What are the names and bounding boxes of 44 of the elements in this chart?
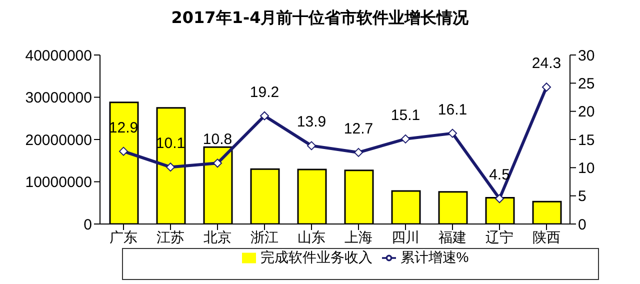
point bbox=[119, 146, 128, 156]
data-label: 24.3 bbox=[532, 55, 562, 72]
y2-tick-label: 5 bbox=[578, 188, 586, 206]
y-tick-label: 40000000 bbox=[25, 47, 92, 64]
legend-label: 累计增速% bbox=[400, 249, 469, 265]
data-label: 19.2 bbox=[250, 84, 280, 101]
point bbox=[213, 158, 222, 168]
y-tick-label: 0 bbox=[84, 216, 92, 234]
x-tick-label: 山东 bbox=[298, 228, 326, 245]
y2-tick-label: 25 bbox=[578, 75, 595, 92]
y2-tick-label: 20 bbox=[578, 104, 595, 121]
data-label: 13.9 bbox=[296, 114, 326, 131]
x-tick-label: 陕西 bbox=[532, 228, 560, 245]
y-tick-label: 20000000 bbox=[25, 132, 92, 149]
y2-tick-label: 10 bbox=[578, 160, 595, 177]
data-label: 16.1 bbox=[438, 101, 468, 118]
point bbox=[307, 141, 316, 150]
x-tick-label: 上海 bbox=[344, 228, 372, 245]
point bbox=[448, 128, 457, 138]
data-label: 12.9 bbox=[108, 119, 138, 136]
x-tick-label: 北京 bbox=[204, 228, 232, 245]
x-tick-label: 辽宁 bbox=[486, 228, 514, 245]
data-label: 10.8 bbox=[202, 131, 232, 148]
point bbox=[354, 148, 363, 157]
y-tick-label: 30000000 bbox=[25, 90, 92, 107]
x-tick-label: 广东 bbox=[110, 228, 138, 245]
x-tick-label: 福建 bbox=[438, 228, 466, 245]
point bbox=[542, 82, 551, 92]
data-label: 10.1 bbox=[156, 135, 186, 152]
x-tick-label: 江苏 bbox=[156, 228, 184, 245]
legend-label: 完成软件业务收入 bbox=[260, 249, 372, 265]
y2-tick-label: 30 bbox=[578, 47, 595, 64]
point bbox=[260, 111, 269, 120]
point bbox=[495, 194, 504, 204]
chart-title: 2017年1-4月前十位省市软件业增长情况 bbox=[170, 8, 470, 29]
y-tick-label: 10000000 bbox=[25, 174, 92, 192]
data-label: 12.7 bbox=[344, 120, 374, 138]
point bbox=[166, 162, 175, 172]
y2-tick-label: 15 bbox=[578, 132, 595, 149]
y2-tick-label: 0 bbox=[578, 216, 586, 234]
x-tick-label: 四川 bbox=[392, 228, 420, 245]
point bbox=[401, 134, 410, 144]
data-label: 15.1 bbox=[390, 106, 420, 124]
x-tick-label: 浙江 bbox=[250, 228, 278, 245]
